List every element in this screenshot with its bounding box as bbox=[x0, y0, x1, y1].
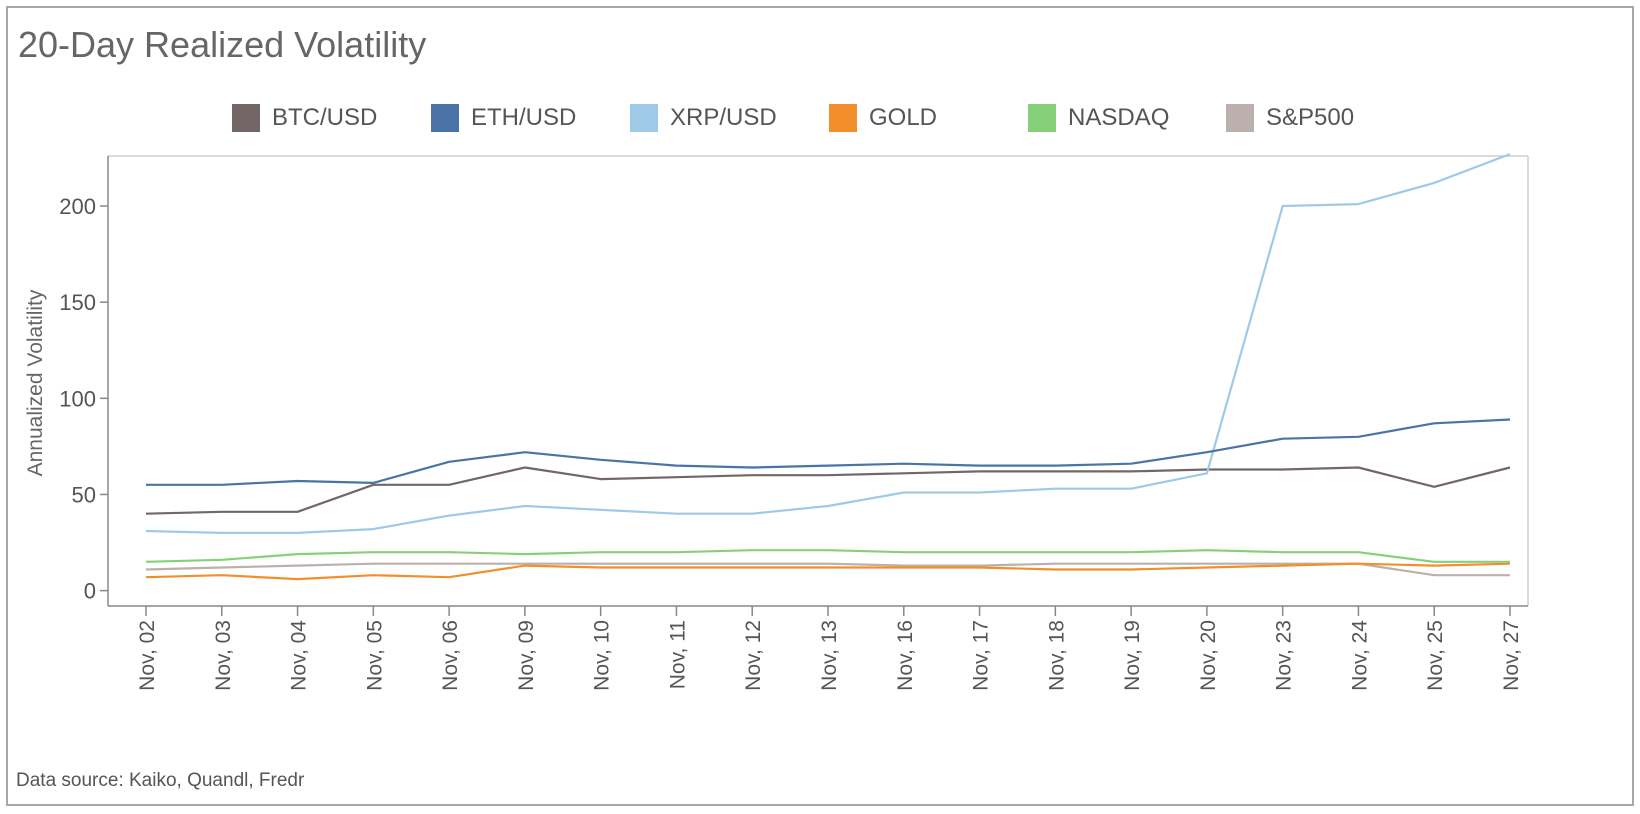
x-tick-label: Nov, 19 bbox=[1121, 620, 1144, 691]
series-line-gold bbox=[145, 562, 1511, 581]
legend-label: GOLD bbox=[869, 104, 938, 131]
y-tick-label: 50 bbox=[72, 482, 96, 507]
x-tick-label: Nov, 02 bbox=[136, 620, 159, 691]
legend-item-s-p500[interactable]: S&P500 bbox=[1226, 104, 1354, 132]
legend-item-eth-usd[interactable]: ETH/USD bbox=[431, 104, 576, 132]
x-tick-label: Nov, 10 bbox=[591, 620, 614, 691]
y-tick-label: 150 bbox=[59, 290, 96, 315]
x-tick-label: Nov, 25 bbox=[1424, 620, 1447, 691]
chart-title: 20-Day Realized Volatility bbox=[18, 24, 427, 65]
series-line-nasdaq bbox=[145, 549, 1510, 563]
chart-frame bbox=[6, 6, 1634, 806]
legend-swatch bbox=[232, 104, 260, 132]
legend-item-btc-usd[interactable]: BTC/USD bbox=[232, 104, 377, 132]
x-tick-label: Nov, 05 bbox=[363, 620, 386, 691]
x-tick-label: Nov, 27 bbox=[1500, 620, 1523, 691]
x-tick-label: Nov, 09 bbox=[515, 620, 538, 691]
x-tick-label: Nov, 17 bbox=[970, 620, 993, 691]
x-tick-label: Nov, 16 bbox=[894, 620, 917, 691]
legend-label: ETH/USD bbox=[471, 104, 577, 131]
y-tick-label: 100 bbox=[59, 386, 96, 411]
chart-legend: BTC/USD ETH/USD XRP/USD GOLD NASDAQ S&P500 bbox=[0, 104, 1640, 140]
y-tick-label: 200 bbox=[59, 194, 96, 219]
x-tick-label: Nov, 24 bbox=[1348, 620, 1371, 691]
legend-swatch bbox=[630, 104, 658, 132]
x-tick-label: Nov, 04 bbox=[288, 620, 311, 691]
legend-label: BTC/USD bbox=[272, 104, 378, 131]
legend-swatch bbox=[431, 104, 459, 132]
x-tick-label: Nov, 23 bbox=[1273, 620, 1296, 691]
legend-swatch bbox=[1226, 104, 1254, 132]
x-tick-label: Nov, 12 bbox=[742, 620, 765, 691]
legend-swatch bbox=[829, 104, 857, 132]
x-tick-label: Nov, 13 bbox=[818, 620, 841, 691]
y-tick-label: 0 bbox=[84, 579, 96, 604]
legend-label: XRP/USD bbox=[670, 104, 777, 131]
x-tick-label: Nov, 11 bbox=[666, 620, 689, 689]
x-tick-label: Nov, 06 bbox=[439, 620, 462, 691]
series-line-s-p500 bbox=[145, 562, 1510, 577]
y-axis-label: Annualized Volatility bbox=[24, 289, 47, 476]
x-tick-label: Nov, 03 bbox=[212, 620, 235, 691]
legend-swatch bbox=[1028, 104, 1056, 132]
legend-item-nasdaq[interactable]: NASDAQ bbox=[1028, 104, 1169, 132]
series-line-xrp-usd bbox=[145, 153, 1511, 535]
x-tick-label: Nov, 18 bbox=[1045, 620, 1068, 691]
legend-item-xrp-usd[interactable]: XRP/USD bbox=[630, 104, 777, 132]
data-source-note: Data source: Kaiko, Quandl, Fredr bbox=[16, 770, 305, 791]
legend-label: NASDAQ bbox=[1068, 104, 1170, 131]
legend-item-gold[interactable]: GOLD bbox=[829, 104, 937, 132]
series-line-btc-usd bbox=[145, 466, 1511, 515]
legend-label: S&P500 bbox=[1266, 104, 1355, 131]
x-tick-label: Nov, 20 bbox=[1197, 620, 1220, 691]
series-line-eth-usd bbox=[146, 418, 1511, 486]
